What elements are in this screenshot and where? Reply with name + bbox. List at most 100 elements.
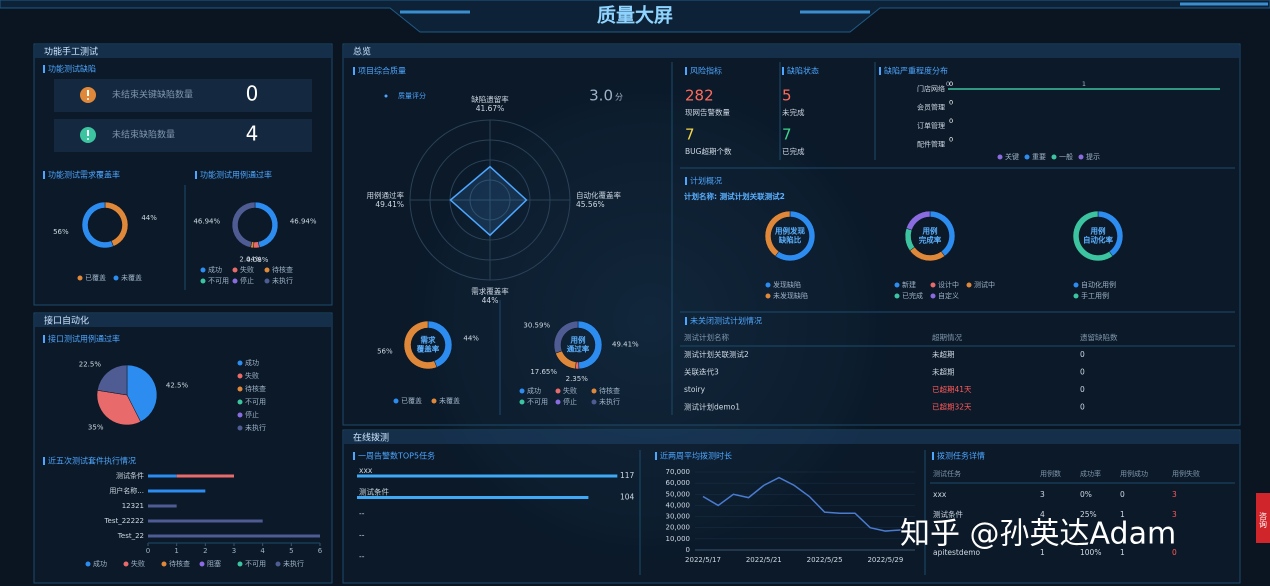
table-cell: 0: [1080, 368, 1085, 377]
table-cell: 25%: [1080, 510, 1097, 519]
pie-slice: [253, 241, 260, 249]
legend-label: 手工用例: [1081, 291, 1109, 300]
legend-label: 待核查: [272, 265, 293, 274]
radar-value: 45.56%: [576, 200, 605, 209]
y-tick-label: 50,000: [666, 490, 691, 498]
legend-label: 失败: [131, 559, 145, 568]
legend-dot: [765, 282, 771, 288]
page-title: 质量大屏: [597, 4, 673, 27]
bar: [148, 504, 177, 508]
bar: [357, 496, 589, 499]
bar-label: --: [359, 509, 365, 518]
table-cell: 测试条件: [933, 509, 963, 519]
y-tick-label: 12321: [122, 502, 144, 510]
metric-label: 现网告警数量: [685, 107, 730, 117]
legend-label: 已完成: [902, 291, 923, 300]
legend-label: 一般: [1059, 152, 1073, 161]
legend-label: 成功: [527, 386, 541, 395]
side-tab-label[interactable]: 咨询: [1259, 511, 1268, 529]
metric-label: BUG超期个数: [685, 146, 732, 156]
value-label: 4.08%: [246, 256, 269, 264]
radar-label: 需求覆盖率: [471, 286, 509, 296]
legend-label: 未执行: [599, 397, 620, 406]
legend-label: 未执行: [283, 559, 304, 568]
legend-dot: [591, 388, 597, 394]
table-cell: 0: [1080, 350, 1085, 359]
title-marker: [655, 452, 657, 460]
legend-dot: [997, 154, 1003, 160]
section-title: 功能测试缺陷: [48, 64, 96, 74]
value-label: 104: [620, 493, 635, 502]
legend-label: 未覆盖: [121, 273, 142, 282]
y-tick-label: 0: [686, 546, 690, 554]
legend-label: 不可用: [245, 560, 266, 568]
bar: [148, 519, 263, 523]
value-label: 35%: [88, 423, 104, 431]
value-label: 42.5%: [166, 382, 189, 390]
pie-slice: [231, 201, 256, 248]
table-header: 用例数: [1040, 469, 1061, 478]
metric-label: 未完成: [782, 107, 805, 117]
legend-label: 自动化用例: [1081, 280, 1116, 289]
legend-label: 待核查: [245, 384, 266, 393]
y-tick-label: 测试条件: [116, 471, 144, 480]
value-label: 17.65%: [530, 368, 557, 376]
table-cell: 0%: [1080, 490, 1092, 499]
center-label: 用例: [1091, 226, 1107, 236]
legend-dot: [930, 293, 936, 299]
legend-label: 不可用: [527, 398, 548, 406]
radar-label: 用例通过率: [367, 190, 405, 200]
legend-label: 成功: [93, 559, 107, 568]
section-title: 拨测任务详情: [937, 451, 985, 461]
legend-label: 阻塞: [207, 559, 221, 568]
x-tick-label: 2: [203, 547, 207, 555]
y-tick-label: 订单管理: [917, 121, 945, 130]
score-label: 质量评分: [398, 91, 426, 100]
panel-header: [344, 431, 1239, 444]
legend-label: 停止: [245, 410, 259, 419]
legend-label: 停止: [240, 276, 254, 285]
score: 3.0: [589, 87, 613, 105]
legend-dot: [966, 282, 972, 288]
x-tick-label: 0: [146, 547, 150, 555]
center-label: 覆盖率: [417, 344, 440, 354]
legend-dot: [85, 561, 91, 567]
x-tick-label: 0: [946, 80, 950, 88]
legend-dot: [1078, 154, 1084, 160]
value-label: 0: [949, 136, 953, 144]
legend-label: 未覆盖: [439, 396, 460, 405]
legend-dot: [264, 278, 270, 284]
table-header: 用例失败: [1172, 469, 1200, 478]
panel-title: 在线拨测: [353, 432, 389, 444]
panel: [342, 429, 1241, 584]
pie-slice: [1072, 210, 1114, 262]
legend-label: 已覆盖: [401, 396, 422, 405]
section-title: 未关闭测试计划情况: [690, 316, 762, 326]
bar: [148, 534, 320, 538]
table-header: 测试任务: [933, 469, 961, 478]
legend-dot: [393, 398, 399, 404]
value-label: 0: [949, 80, 953, 88]
legend-dot: [555, 399, 561, 405]
legend-dot: [123, 561, 129, 567]
legend-label: 不可用: [208, 277, 229, 285]
value-label: 56%: [377, 348, 393, 356]
section-title: 计划概况: [690, 176, 722, 186]
pie-slice: [97, 364, 128, 396]
value-label: 22.5%: [79, 361, 102, 369]
legend-dot: [264, 267, 270, 273]
center-label: 通过率: [567, 344, 590, 354]
panel-title: 功能手工测试: [44, 46, 98, 58]
center-label: 用例: [571, 335, 586, 345]
bar-label: --: [359, 552, 365, 561]
table-cell: 0: [1172, 548, 1177, 557]
bar: [176, 474, 234, 478]
y-tick-label: 门店网络: [917, 84, 945, 93]
title-marker: [782, 67, 784, 75]
value-label: 0: [949, 117, 953, 125]
radar-value: 49.41%: [375, 200, 404, 209]
panel: [342, 43, 1241, 426]
legend-label: 失败: [245, 371, 259, 380]
legend-label: 待核查: [599, 386, 620, 395]
bar: [148, 474, 177, 478]
